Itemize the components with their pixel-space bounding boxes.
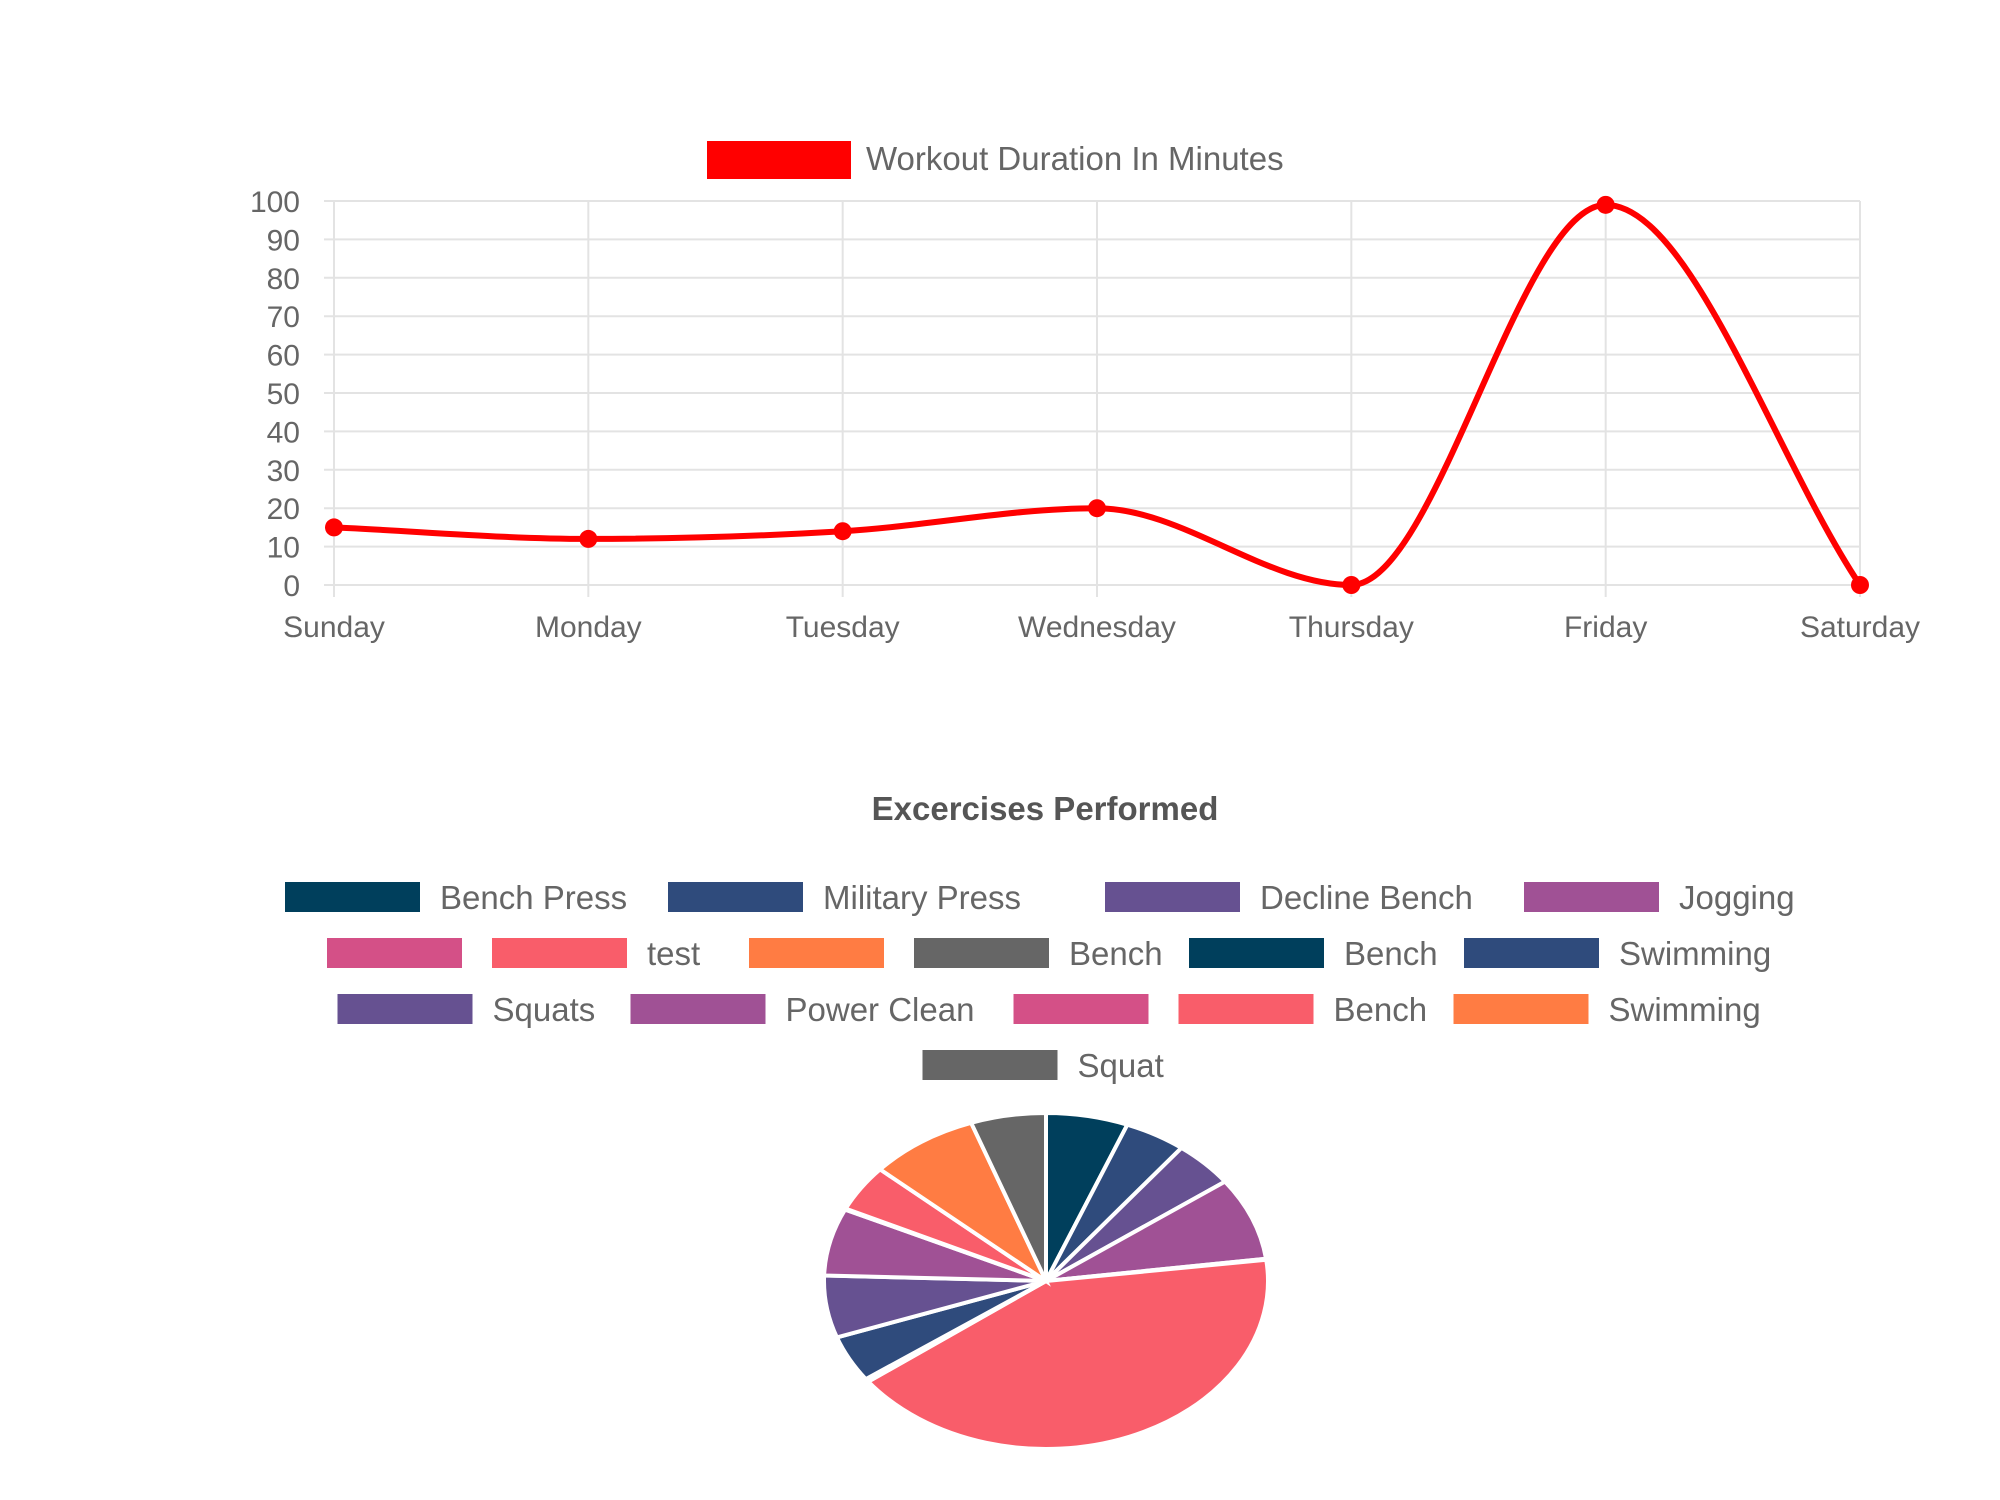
legend-label: Jogging [1679, 879, 1795, 916]
legend-item-military-press[interactable]: Military Press [668, 879, 1021, 916]
x-tick-label: Thursday [1289, 611, 1414, 644]
legend-swatch [327, 938, 462, 968]
y-tick-label: 0 [283, 570, 300, 603]
pie-chart-title: Excercises Performed [872, 790, 1219, 827]
legend-swatch [1524, 882, 1659, 912]
legend-swatch [1105, 882, 1240, 912]
legend-item-bench[interactable]: Bench [914, 935, 1163, 972]
pie-slice-swimming[interactable] [876, 1120, 1051, 1287]
x-tick-label: Wednesday [1018, 611, 1176, 644]
pie-chart-legend[interactable]: Bench Press Military Press Decline Bench Jo… [285, 879, 1795, 1084]
legend-item-swimming[interactable]: Swimming [1464, 935, 1771, 972]
data-point-friday[interactable] [1596, 195, 1615, 214]
legend-swatch [1189, 938, 1324, 968]
y-tick-label: 90 [267, 224, 300, 257]
legend-label: Power Clean [786, 991, 975, 1028]
legend-swatch [492, 938, 627, 968]
legend-label: Squats [493, 991, 596, 1028]
legend-label: Decline Bench [1260, 879, 1473, 916]
legend-label: Bench [1334, 991, 1428, 1028]
line-series-points [325, 195, 1869, 594]
y-tick-label: 80 [267, 263, 300, 296]
legend-label: Squat [1078, 1047, 1164, 1084]
line-series-workout-duration [331, 201, 1863, 588]
legend-item-power-clean[interactable]: Power Clean [630, 991, 975, 1028]
exercises-pie-chart: Excercises Performed Bench Press Military… [285, 790, 1795, 1451]
legend-label: Military Press [823, 879, 1021, 916]
legend-swatch [285, 882, 420, 912]
pie-slice-test[interactable] [864, 1257, 1270, 1451]
legend-swatch [630, 994, 766, 1024]
data-point-thursday[interactable] [1342, 576, 1361, 594]
y-tick-label: 40 [267, 416, 300, 449]
legend-label: Swimming [1619, 935, 1771, 972]
y-tick-label: 50 [267, 378, 300, 411]
legend-item-jogging[interactable]: Jogging [1524, 879, 1795, 916]
legend-label: Bench [1069, 935, 1163, 972]
data-point-saturday[interactable] [1851, 576, 1869, 594]
legend-swatch [1013, 994, 1149, 1024]
legend-label-workout-duration: Workout Duration In Minutes [866, 140, 1284, 177]
legend-swatch [922, 1050, 1058, 1080]
legend-item-bench-press[interactable]: Bench Press [285, 879, 627, 916]
legend-item-test[interactable]: test [492, 935, 700, 972]
y-tick-label: 30 [267, 455, 300, 488]
legend-item-decline-bench[interactable]: Decline Bench [1105, 879, 1473, 916]
data-point-monday[interactable] [579, 529, 598, 548]
y-tick-label: 20 [267, 493, 300, 526]
legend-label: Bench Press [440, 879, 627, 916]
legend-swatch [1453, 994, 1589, 1024]
legend-swatch [337, 994, 473, 1024]
legend-label: test [647, 935, 700, 972]
legend-item-squat[interactable]: Squat [922, 1047, 1164, 1084]
legend-item-bench[interactable]: Bench [1178, 991, 1428, 1028]
legend-swatch [1464, 938, 1599, 968]
line-chart-legend[interactable]: Workout Duration In Minutes [707, 140, 1284, 179]
data-point-wednesday[interactable] [1088, 499, 1106, 518]
y-tick-label: 10 [267, 532, 300, 565]
x-tick-label: Tuesday [786, 611, 900, 644]
y-tick-label: 100 [250, 186, 300, 219]
data-point-sunday[interactable] [325, 518, 343, 537]
legend-item-unlabeled[interactable] [327, 938, 462, 968]
legend-item-swimming[interactable]: Swimming [1453, 991, 1761, 1028]
pie-slice-squat[interactable] [968, 1110, 1048, 1282]
legend-item-unlabeled[interactable] [749, 938, 884, 968]
x-tick-label: Monday [535, 611, 642, 644]
legend-swatch [914, 938, 1049, 968]
legend-item-unlabeled[interactable] [1013, 994, 1149, 1024]
legend-item-squats[interactable]: Squats [337, 991, 596, 1028]
x-axis-ticks: Sunday Monday Tuesday Wednesday Thursday Frid… [283, 611, 1920, 644]
y-tick-label: 60 [267, 340, 300, 373]
pie-slices[interactable] [822, 1110, 1270, 1451]
legend-swatch [1178, 994, 1314, 1024]
legend-label: Swimming [1609, 991, 1761, 1028]
x-tick-label: Saturday [1800, 611, 1920, 644]
legend-swatch [668, 882, 803, 912]
x-tick-label: Friday [1564, 611, 1647, 644]
legend-label: Bench [1344, 935, 1438, 972]
legend-item-bench[interactable]: Bench [1189, 935, 1438, 972]
y-tick-label: 70 [267, 301, 300, 334]
legend-swatch-workout-duration [707, 141, 851, 179]
data-point-tuesday[interactable] [833, 522, 852, 541]
x-tick-label: Sunday [283, 611, 385, 644]
legend-swatch [749, 938, 884, 968]
